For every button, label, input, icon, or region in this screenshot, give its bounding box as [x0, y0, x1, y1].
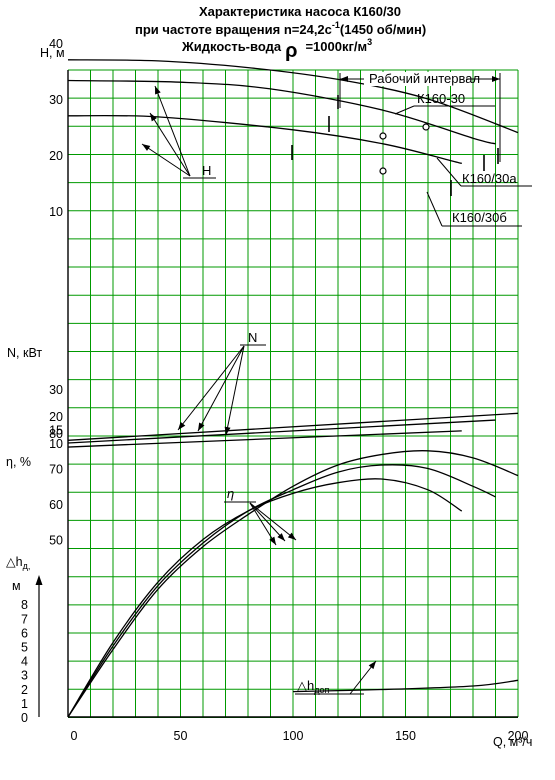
y-axis-label-dh-sub: д,: [23, 561, 31, 571]
y-axis-label-N: N, кВт: [7, 346, 42, 360]
x-tick-label: 100: [283, 729, 304, 743]
dh-curve-label: △hдоп: [297, 678, 329, 695]
y-tick-label-dh: 6: [21, 626, 28, 640]
series-line-N-3: [67, 412, 519, 441]
chart-title-line-3: Жидкость-вода ρ =1000кг/м3: [181, 37, 372, 62]
k-label-leader: [394, 105, 415, 115]
y-tick-label-eta: 70: [49, 463, 63, 477]
eta-label-arrow-head: [277, 533, 285, 541]
chart-annotations: Рабочий интервал H К160-30 К160/30а К160/30б…: [141, 71, 532, 695]
y-tick-label-N: 10: [49, 437, 63, 451]
H-label-arrow-head: [155, 86, 161, 95]
k-curve-label: К160-30: [417, 91, 465, 106]
eta-curve-label: η: [227, 486, 234, 501]
series-line-H-0: [67, 59, 519, 134]
kb-curve-label: К160/30б: [452, 210, 507, 225]
N-label-arrow-head: [178, 421, 186, 430]
series-line-N-5: [67, 430, 462, 448]
y-tick-label-dh: 1: [21, 697, 28, 711]
y-tick-label-H: 10: [49, 205, 63, 219]
y-axis-label-H: H, м: [40, 46, 65, 60]
chart-curves: [67, 59, 519, 718]
x-axis-label: Q, м³/ч: [493, 735, 532, 749]
y-tick-label-eta: 50: [49, 534, 63, 548]
y-tick-label-dh: 2: [21, 683, 28, 697]
eta-label-arrow: [249, 502, 277, 546]
eta-label-arrow: [249, 502, 286, 542]
chart-title-line-2: при частоте вращения n=24,2c-1(1450 об/м…: [135, 20, 426, 37]
dh-curve-label-sub: доп: [314, 685, 329, 695]
H-label-arrow-head: [150, 113, 157, 122]
eta-label-arrow-head: [269, 536, 276, 545]
y-tick-label-N: 30: [49, 383, 63, 397]
series-line-N-4: [67, 419, 496, 444]
series-line-eta-8: [67, 478, 463, 718]
series-line-eta-7: [67, 464, 496, 718]
N-label-arrow-head: [224, 426, 231, 435]
dh-label-arrow-head: [368, 661, 376, 670]
y-axis-label-dh: △hд,: [6, 555, 30, 571]
N-label-arrow: [225, 345, 245, 436]
x-tick-label: 0: [71, 729, 78, 743]
y-axis-label-dh-unit: м: [12, 579, 21, 593]
eta-label-arrow: [249, 502, 297, 541]
x-tick-label: 200: [508, 729, 529, 743]
y-tick-label-dh: 3: [21, 669, 28, 683]
ka-label-leader: [436, 157, 462, 187]
ka-curve-label: К160/30а: [462, 171, 517, 186]
y-tick-label-dh: 8: [21, 598, 28, 612]
work-interval-label-bg: [364, 72, 466, 86]
chart-grid: [67, 69, 519, 718]
H-label-arrow: [154, 85, 191, 177]
y-tick-label-H: 40: [49, 37, 63, 51]
x-tick-label: 150: [395, 729, 416, 743]
chart-title-line-1: Характеристика насоса К160/30: [199, 4, 401, 19]
N-label-arrow: [177, 345, 245, 431]
N-label-arrow: [197, 345, 245, 432]
x-tick-label: 50: [174, 729, 188, 743]
work-interval-label: Рабочий интервал: [369, 71, 480, 86]
y-tick-label-eta: 80: [49, 427, 63, 441]
optimum-point: [379, 132, 387, 140]
y-tick-label-eta: 60: [49, 498, 63, 512]
N-curve-label: N: [248, 330, 257, 345]
eta-label-arrow-head: [287, 532, 296, 540]
y-tick-label-N: 20: [49, 410, 63, 424]
H-label-arrow: [149, 112, 191, 177]
kb-label-leader: [426, 191, 443, 227]
y-axis-label-eta: η, %: [6, 455, 31, 469]
y-tick-label-N: 15: [49, 424, 63, 438]
series-line-eta-6: [67, 450, 519, 718]
work-interval-arrow-left-head: [340, 76, 348, 82]
N-label-arrow-head: [198, 422, 205, 431]
optimum-point: [422, 123, 430, 131]
y-tick-label-H: 30: [49, 93, 63, 107]
H-label-arrow: [141, 143, 191, 177]
series-line-H-1: [67, 79, 496, 145]
series-line-dh-9: [292, 679, 519, 693]
y-tick-label-dh: 5: [21, 641, 28, 655]
H-label-arrow-head: [142, 144, 151, 151]
H-curve-label: H: [202, 163, 211, 178]
y-tick-label-dh: 4: [21, 655, 28, 669]
work-interval-arrow-right-head: [492, 76, 500, 82]
y-tick-label-dh: 7: [21, 612, 28, 626]
series-line-H-2: [67, 114, 462, 165]
dh-axis-arrow: [35, 575, 43, 585]
y-tick-label-dh: 0: [21, 711, 28, 725]
y-tick-label-H: 20: [49, 149, 63, 163]
optimum-point: [379, 167, 387, 175]
